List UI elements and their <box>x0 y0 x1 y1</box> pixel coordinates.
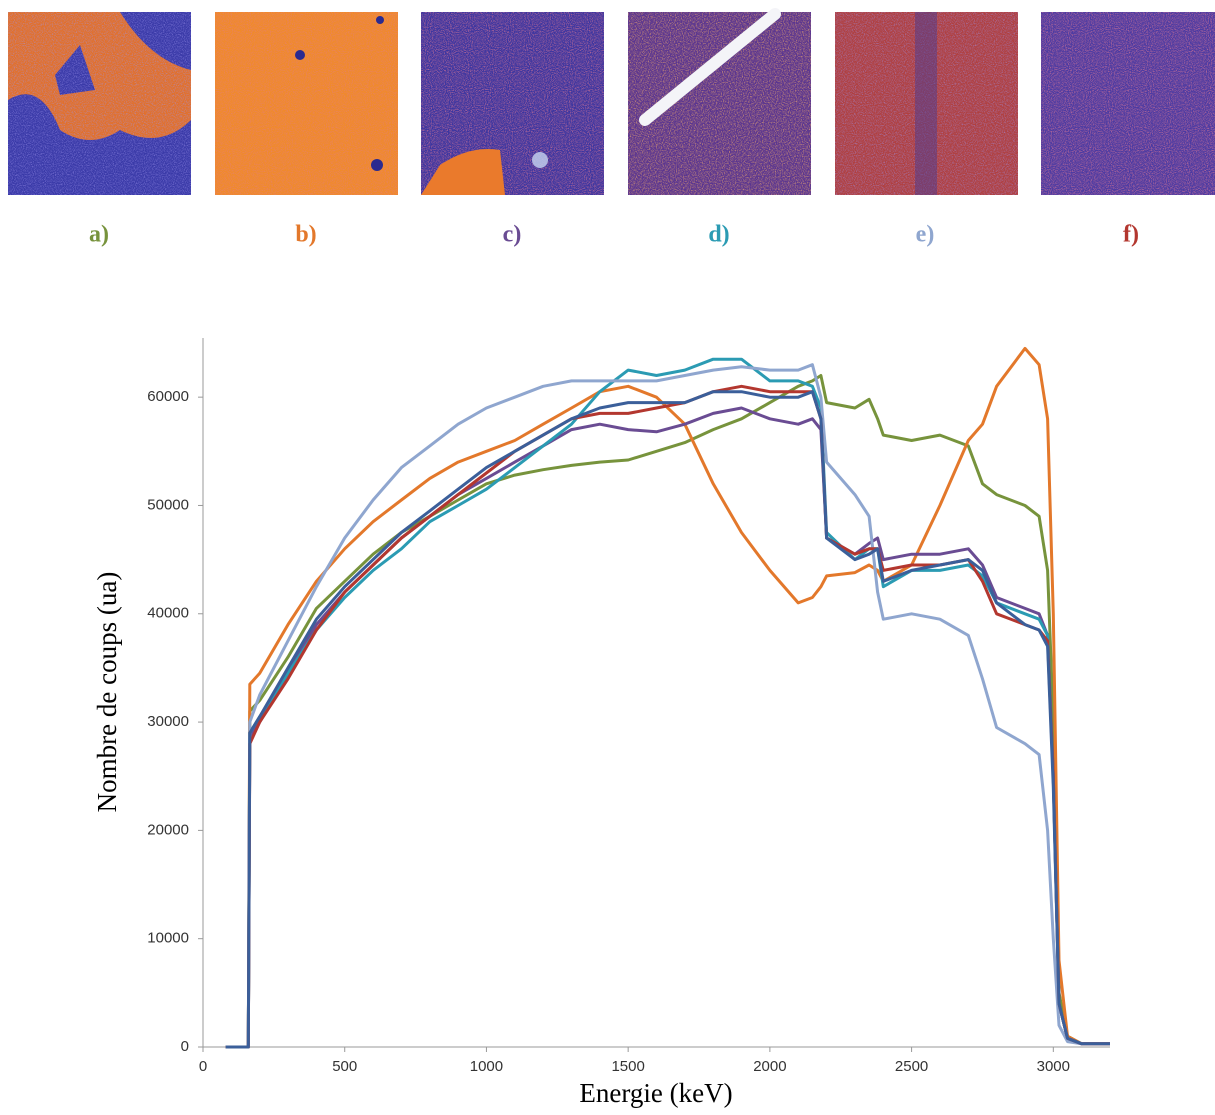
y-axis-title: Nombre de coups (ua) <box>92 572 122 813</box>
y-tick-label: 50000 <box>147 496 189 513</box>
panel-images <box>8 8 1215 195</box>
series-line <box>225 363 1110 1049</box>
y-tick-label: 40000 <box>147 605 189 622</box>
y-tick-label: 30000 <box>147 713 189 730</box>
panel-label: e) <box>916 222 935 248</box>
x-tick-label: 2000 <box>753 1058 786 1075</box>
panel-labels: a) b) c) d) e) f) <box>89 222 1139 248</box>
panel-b <box>215 12 398 195</box>
panel-label: c) <box>503 222 522 248</box>
panel-label: d) <box>708 222 729 248</box>
panel-f <box>1041 12 1215 195</box>
y-tick-label: 20000 <box>147 821 189 838</box>
series-line <box>225 346 1110 1049</box>
y-tick-label: 10000 <box>147 930 189 947</box>
x-axis-title: Energie (keV) <box>579 1078 732 1108</box>
panel-label: b) <box>295 222 316 248</box>
series-line <box>225 390 1110 1049</box>
panel-a <box>8 12 191 195</box>
x-tick-label: 3000 <box>1037 1058 1070 1075</box>
y-tick-label: 0 <box>181 1038 189 1055</box>
panel-d <box>628 8 811 195</box>
panel-label: f) <box>1123 222 1139 248</box>
series-line <box>225 374 1110 1049</box>
x-tick-label: 1500 <box>611 1058 644 1075</box>
series-line <box>225 357 1110 1049</box>
panel-e <box>835 12 1018 195</box>
x-tick-label: 500 <box>332 1058 357 1075</box>
x-tick-label: 1000 <box>470 1058 503 1075</box>
y-tick-label: 60000 <box>147 388 189 405</box>
x-tick-label: 2500 <box>895 1058 928 1075</box>
panel-c <box>421 12 604 195</box>
series-line <box>225 384 1110 1049</box>
series-line <box>225 406 1110 1049</box>
plot-area: 0 10000 20000 30000 40000 50000 60000 0 500 1000 1… <box>147 338 1110 1075</box>
panel-label: a) <box>89 222 109 248</box>
x-tick-label: 0 <box>199 1058 207 1075</box>
